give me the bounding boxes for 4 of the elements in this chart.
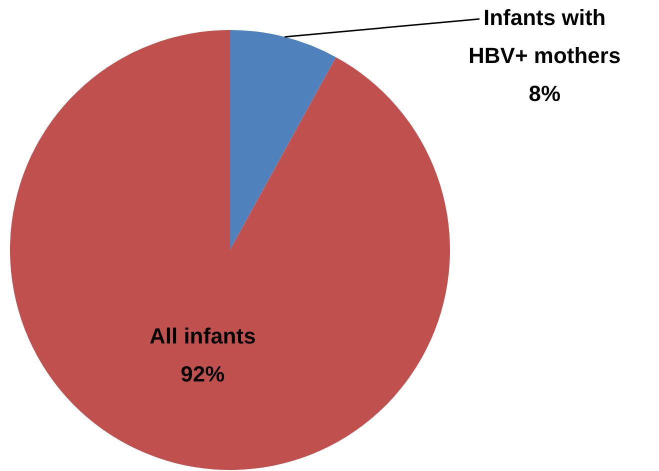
data-label: 8% — [528, 81, 560, 106]
slice-label: Infants with HBV+ mothers — [468, 5, 621, 68]
data-label: 92% — [180, 362, 225, 387]
slice-label: All infants — [149, 324, 256, 349]
